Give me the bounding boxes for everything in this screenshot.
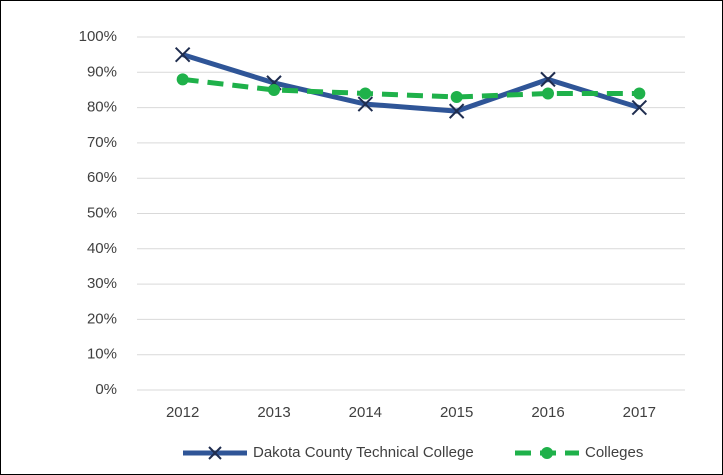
x-tick-label: 2012: [166, 404, 199, 421]
marker: [174, 46, 191, 63]
y-tick-label: 10%: [87, 346, 117, 363]
marker: [357, 96, 374, 112]
marker: [448, 103, 465, 119]
x-tick-label: 2013: [257, 404, 290, 421]
x-tick-label: 2014: [349, 404, 382, 421]
y-tick-label: 90%: [87, 63, 117, 80]
y-tick-label: 70%: [87, 134, 117, 151]
y-tick-label: 50%: [87, 204, 117, 221]
marker: [450, 91, 463, 104]
marker: [633, 87, 646, 100]
marker: [631, 99, 648, 116]
x-tick-label: 2015: [440, 404, 473, 421]
y-tick-label: 60%: [87, 169, 117, 186]
legend-label: Dakota County Technical College: [253, 444, 474, 461]
y-tick-label: 80%: [87, 99, 117, 116]
x-tick-label: 2017: [623, 404, 656, 421]
legend-marker: [208, 446, 222, 460]
marker: [540, 71, 556, 88]
marker: [542, 87, 554, 100]
marker: [359, 87, 372, 100]
y-tick-label: 20%: [87, 310, 117, 327]
series-line: [181, 52, 641, 114]
y-tick-label: 100%: [79, 28, 117, 45]
marker: [176, 73, 189, 86]
x-tick-label: 2016: [531, 404, 564, 421]
legend-marker: [541, 447, 553, 459]
series-line: [182, 76, 640, 100]
y-tick-label: 0%: [95, 381, 117, 398]
marker: [268, 83, 280, 96]
y-tick-label: 30%: [87, 275, 117, 292]
y-tick-label: 40%: [87, 240, 117, 257]
legend-label: Colleges: [585, 444, 643, 461]
